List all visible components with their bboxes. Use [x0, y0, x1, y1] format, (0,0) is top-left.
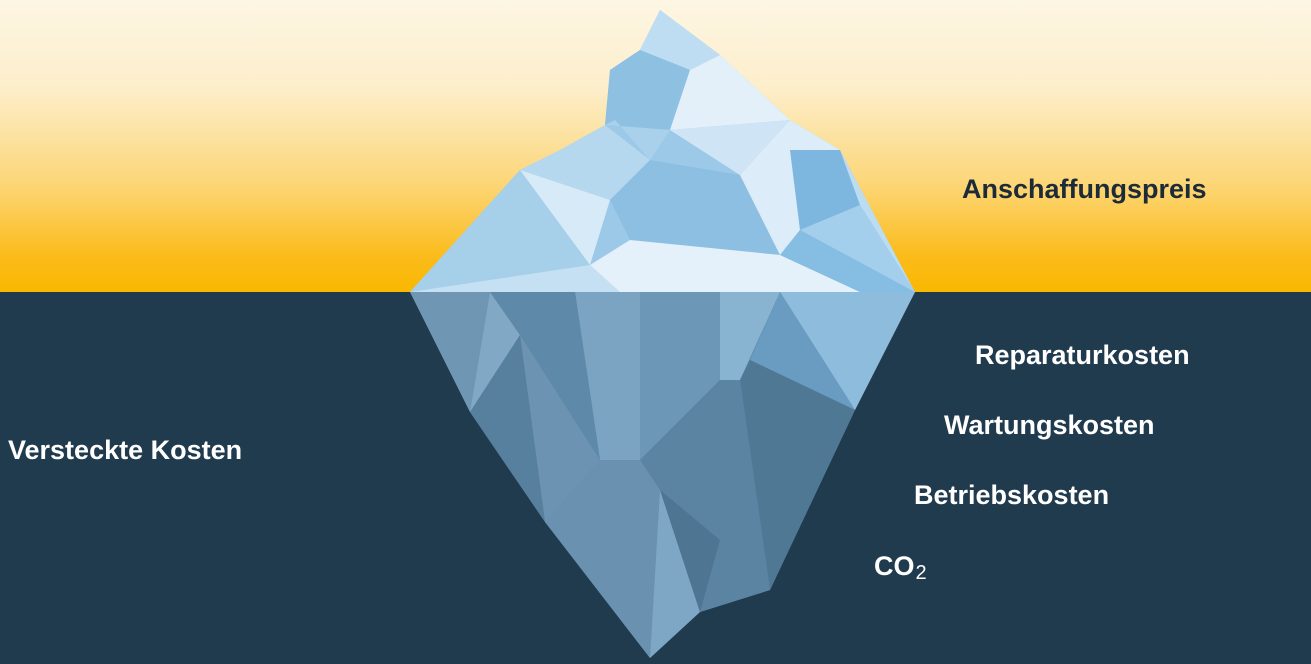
label-operating-costs: Betriebskosten — [914, 480, 1110, 510]
iceberg-tip — [410, 10, 915, 292]
co2-main: CO — [874, 551, 915, 581]
label-purchase-price: Anschaffungspreis — [962, 174, 1207, 204]
iceberg-underwater — [410, 292, 915, 658]
label-repair-costs: Reparaturkosten — [975, 340, 1190, 370]
label-co2: CO2 — [874, 551, 927, 584]
co2-subscript: 2 — [915, 562, 927, 584]
label-maintenance-costs: Wartungskosten — [944, 410, 1155, 440]
label-hidden-costs: Versteckte Kosten — [8, 435, 243, 465]
